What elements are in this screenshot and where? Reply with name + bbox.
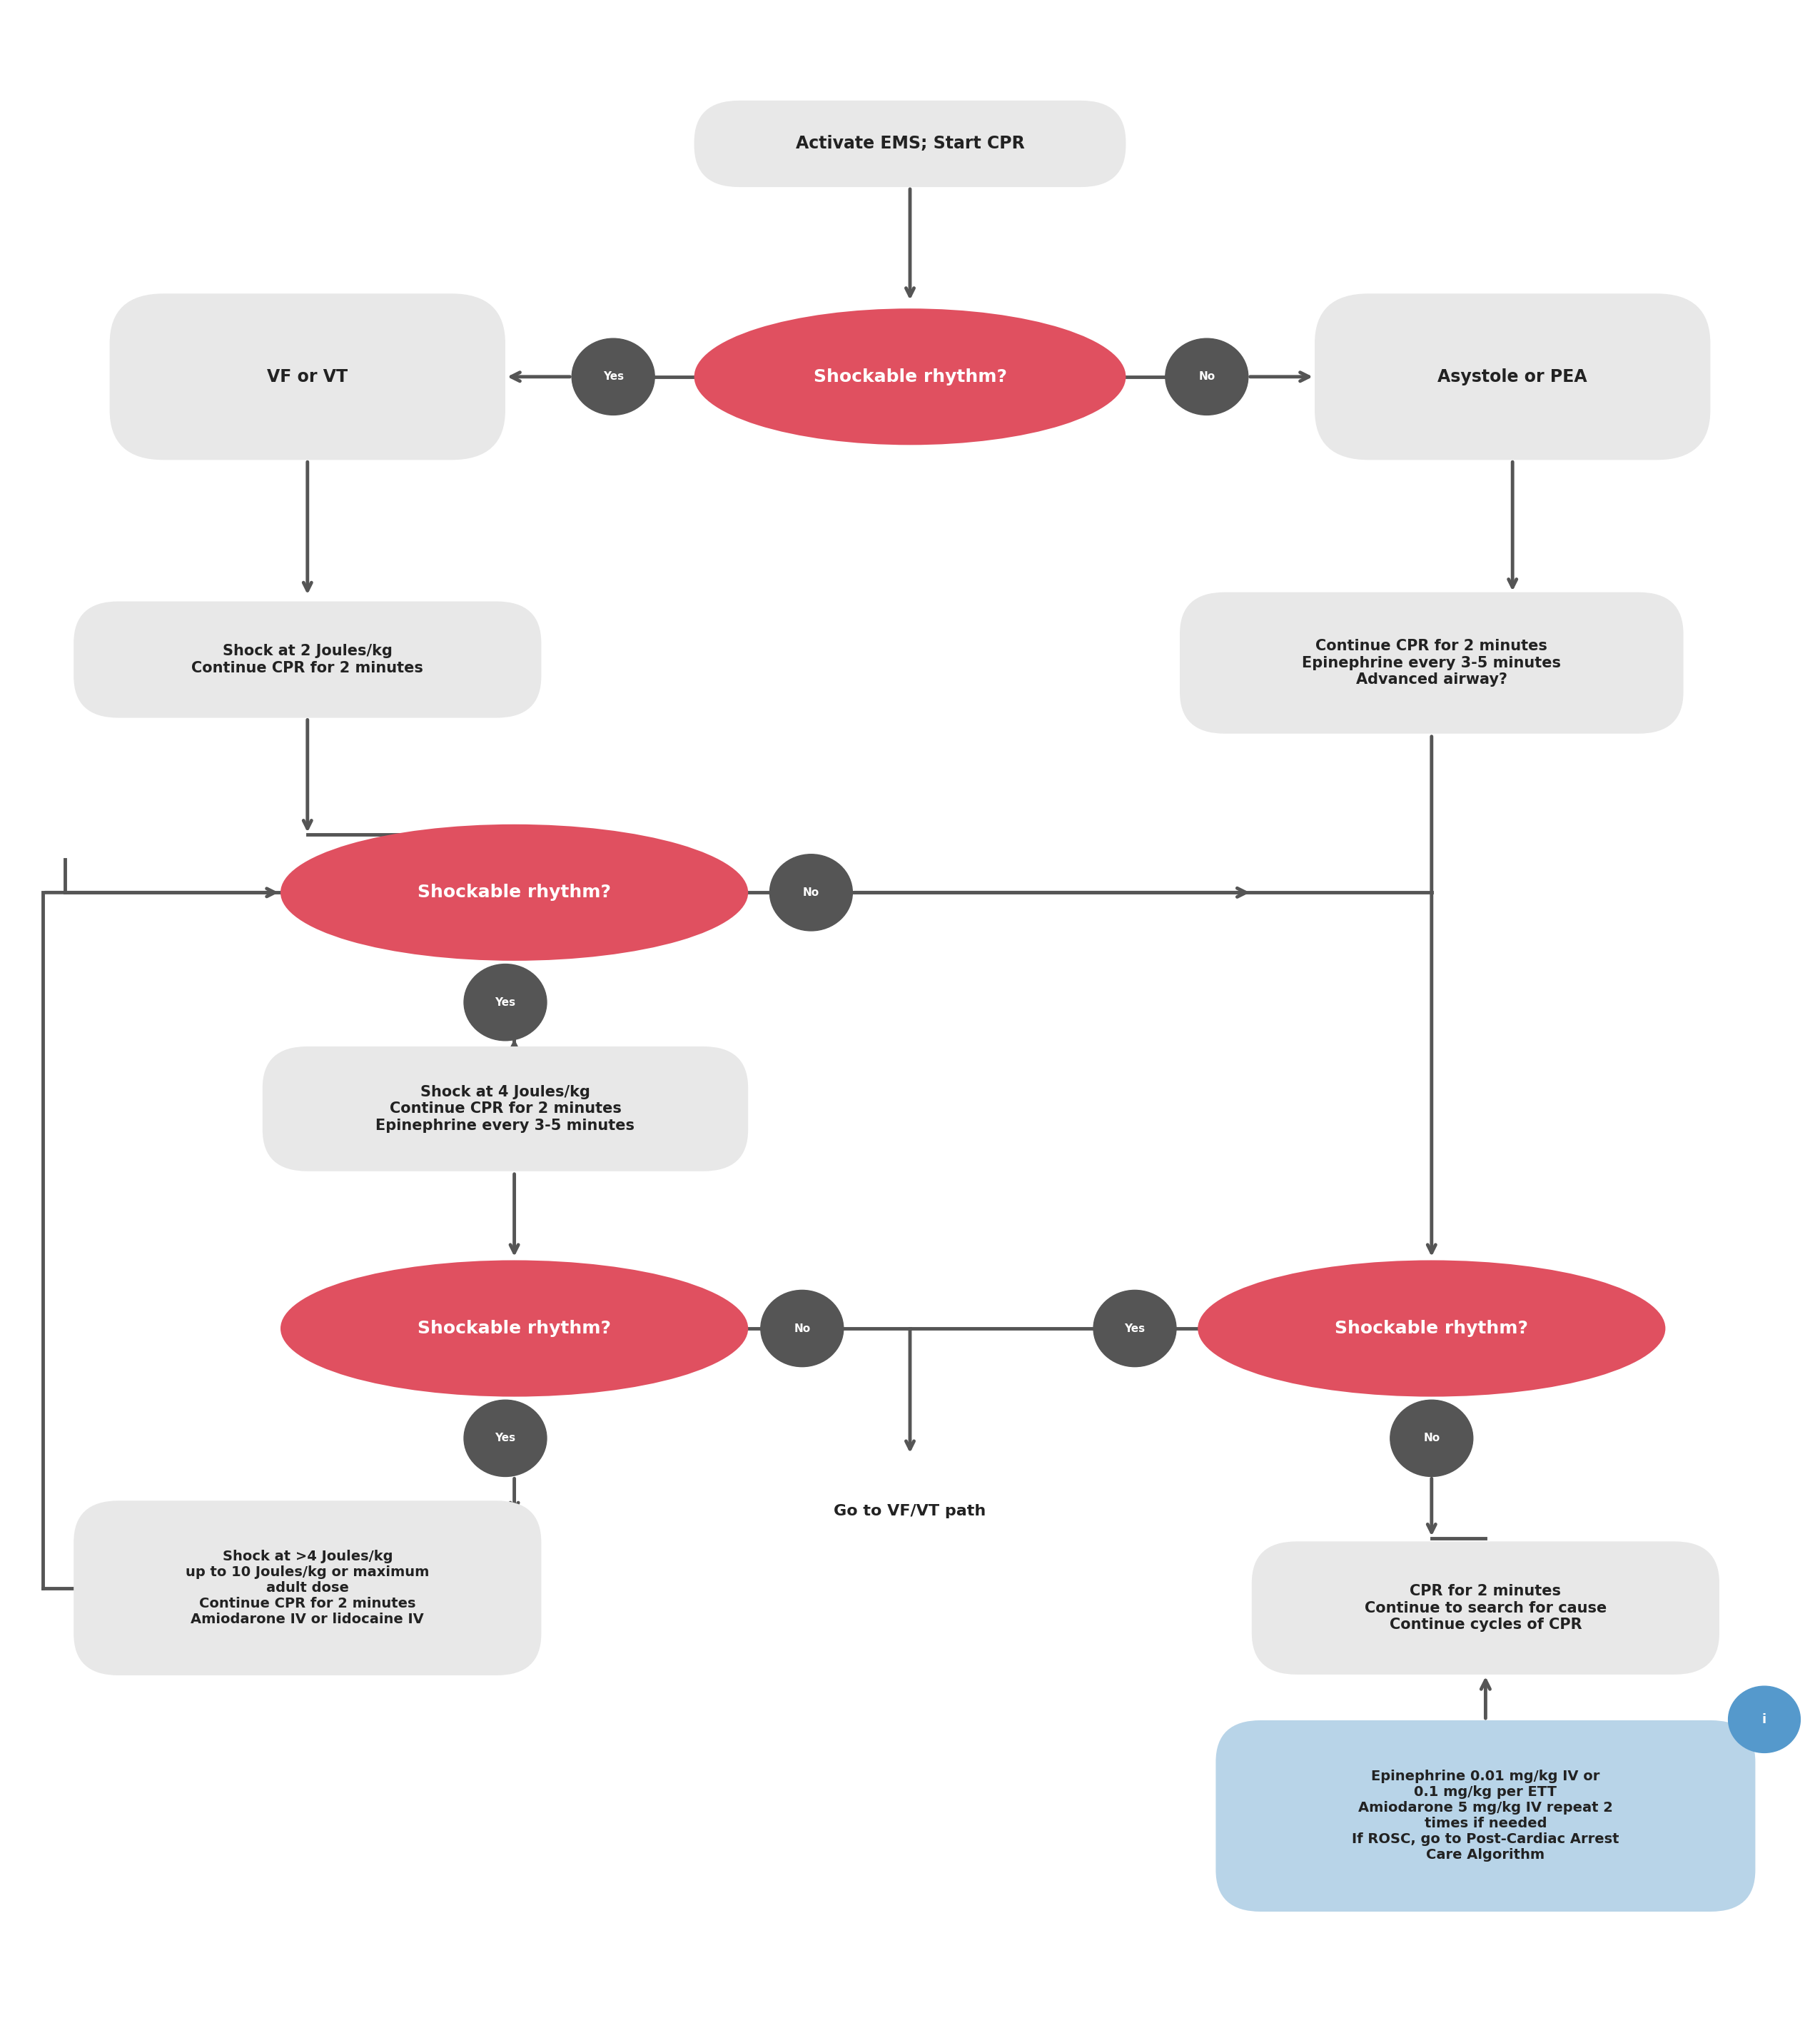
Text: Yes: Yes: [602, 371, 624, 381]
Text: Activate EMS; Start CPR: Activate EMS; Start CPR: [795, 135, 1025, 153]
FancyBboxPatch shape: [1314, 293, 1711, 460]
Text: Go to VF/VT path: Go to VF/VT path: [834, 1503, 986, 1520]
Text: Shockable rhythm?: Shockable rhythm?: [814, 367, 1006, 385]
Text: No: No: [1199, 371, 1216, 381]
Circle shape: [761, 1290, 843, 1366]
Circle shape: [464, 1400, 546, 1477]
Text: No: No: [1423, 1433, 1440, 1443]
Text: VF or VT: VF or VT: [268, 367, 348, 385]
Circle shape: [1094, 1290, 1176, 1366]
FancyBboxPatch shape: [1179, 591, 1684, 735]
Text: Shockable rhythm?: Shockable rhythm?: [1334, 1320, 1529, 1338]
Text: Epinephrine 0.01 mg/kg IV or
0.1 mg/kg per ETT
Amiodarone 5 mg/kg IV repeat 2
ti: Epinephrine 0.01 mg/kg IV or 0.1 mg/kg p…: [1352, 1770, 1620, 1863]
Ellipse shape: [280, 823, 748, 961]
Text: CPR for 2 minutes
Continue to search for cause
Continue cycles of CPR: CPR for 2 minutes Continue to search for…: [1365, 1584, 1607, 1633]
Circle shape: [571, 339, 655, 416]
FancyBboxPatch shape: [73, 1501, 541, 1675]
Text: Shock at >4 Joules/kg
up to 10 Joules/kg or maximum
adult dose
Continue CPR for : Shock at >4 Joules/kg up to 10 Joules/kg…: [186, 1550, 430, 1627]
Text: i: i: [1762, 1713, 1767, 1725]
Text: Shock at 2 Joules/kg
Continue CPR for 2 minutes: Shock at 2 Joules/kg Continue CPR for 2 …: [191, 644, 424, 674]
Text: Yes: Yes: [495, 1433, 515, 1443]
Ellipse shape: [1198, 1259, 1665, 1396]
Text: Shockable rhythm?: Shockable rhythm?: [417, 1320, 612, 1338]
Circle shape: [770, 854, 852, 930]
FancyBboxPatch shape: [712, 1461, 1108, 1562]
Text: Yes: Yes: [1125, 1324, 1145, 1334]
Circle shape: [1165, 339, 1249, 416]
Circle shape: [464, 965, 546, 1041]
FancyBboxPatch shape: [73, 601, 541, 718]
Circle shape: [1390, 1400, 1472, 1477]
Circle shape: [1729, 1687, 1800, 1754]
Text: Shock at 4 Joules/kg
Continue CPR for 2 minutes
Epinephrine every 3-5 minutes: Shock at 4 Joules/kg Continue CPR for 2 …: [375, 1086, 635, 1132]
Text: No: No: [794, 1324, 810, 1334]
Text: Asystole or PEA: Asystole or PEA: [1438, 367, 1587, 385]
FancyBboxPatch shape: [262, 1047, 748, 1170]
Ellipse shape: [280, 1259, 748, 1396]
FancyBboxPatch shape: [693, 101, 1127, 188]
FancyBboxPatch shape: [109, 293, 506, 460]
Text: Continue CPR for 2 minutes
Epinephrine every 3-5 minutes
Advanced airway?: Continue CPR for 2 minutes Epinephrine e…: [1301, 640, 1562, 686]
Text: No: No: [803, 888, 819, 898]
Ellipse shape: [693, 309, 1127, 444]
Text: Shockable rhythm?: Shockable rhythm?: [417, 884, 612, 902]
FancyBboxPatch shape: [1216, 1719, 1754, 1911]
FancyBboxPatch shape: [1252, 1542, 1720, 1675]
Text: Yes: Yes: [495, 997, 515, 1007]
